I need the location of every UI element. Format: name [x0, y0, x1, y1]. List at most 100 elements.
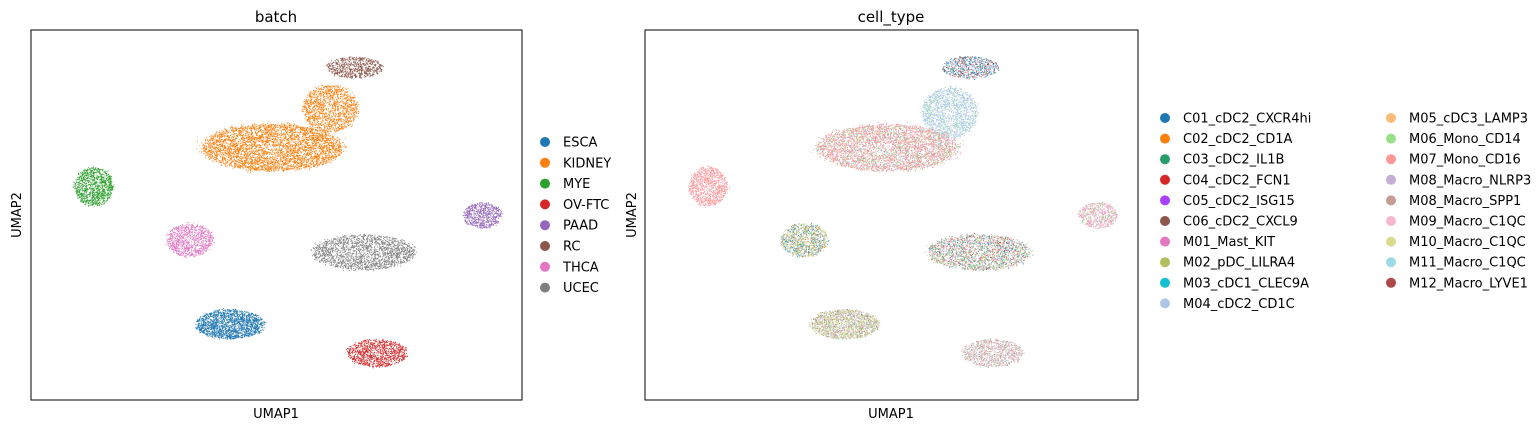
- batch-panel: batch UMAP1 UMAP2 ESCA KIDNEY MYE OV-FTC PAA…: [10, 8, 611, 422]
- points-mye: [72, 166, 115, 208]
- legend-item-c02-cdc2-cd1a: C02_cDC2_CD1A: [1160, 132, 1292, 147]
- legend-label: M11_Macro_C1QC: [1409, 256, 1526, 271]
- legend-label: KIDNEY: [563, 156, 611, 171]
- legend-marker: [540, 241, 550, 251]
- legend-marker: [1160, 236, 1170, 247]
- batch-x-axis-label: UMAP1: [253, 407, 299, 422]
- legend-label: M08_Macro_NLRP3: [1409, 173, 1531, 188]
- legend-label: M05_cDC3_LAMP3: [1409, 112, 1528, 127]
- legend-label: C01_cDC2_CXCR4hi: [1183, 112, 1311, 127]
- legend-item-m10-macro-c1qc: M10_Macro_C1QC: [1386, 235, 1526, 250]
- cell-type-x-axis-label: UMAP1: [868, 407, 914, 422]
- legend-marker: [1160, 154, 1170, 165]
- legend-label: M10_Macro_C1QC: [1409, 235, 1526, 250]
- legend-item-m04-cdc2-cd1c: M04_cDC2_CD1C: [1160, 297, 1295, 312]
- points-thca: [165, 222, 215, 258]
- legend-label: MYE: [563, 177, 590, 192]
- legend-marker: [1386, 133, 1396, 144]
- legend-marker: [1386, 216, 1396, 226]
- legend-item-kidney: KIDNEY: [540, 156, 611, 171]
- legend-label: M06_Mono_CD14: [1409, 132, 1521, 147]
- points-m08-macro-nlrp3: [809, 309, 881, 340]
- legend-item-m06-mono-cd14: M06_Mono_CD14: [1386, 132, 1521, 147]
- points-m10-macro-c1qc: [780, 223, 881, 340]
- points-rc: [325, 56, 384, 79]
- batch-scatter-points: [72, 56, 504, 369]
- legend-label: THCA: [562, 260, 599, 275]
- legend-marker: [540, 137, 550, 147]
- legend-label: M01_Mast_KIT: [1183, 235, 1275, 250]
- cell-type-panel-title: cell_type: [858, 8, 925, 27]
- legend-item-mye: MYE: [540, 177, 590, 192]
- legend-item-esca: ESCA: [540, 136, 598, 151]
- legend-marker: [1386, 154, 1396, 165]
- legend-label: M12_Macro_LYVE1: [1409, 276, 1528, 291]
- batch-panel-title: batch: [255, 8, 297, 26]
- legend-label: RC: [563, 240, 580, 255]
- legend-marker: [1386, 277, 1396, 288]
- legend-item-paad: PAAD: [540, 219, 598, 234]
- legend-label: C06_cDC2_CXCL9: [1183, 215, 1298, 230]
- cell-type-y-axis-label: UMAP2: [625, 192, 640, 238]
- legend-marker: [540, 282, 550, 293]
- legend-label: M08_Macro_SPP1: [1409, 194, 1521, 209]
- legend-item-ucec: UCEC: [540, 281, 599, 296]
- legend-marker: [1160, 216, 1170, 226]
- legend-item-c06-cdc2-cxcl9: C06_cDC2_CXCL9: [1160, 215, 1298, 230]
- legend-marker: [540, 199, 550, 210]
- batch-plot-frame: [30, 29, 523, 401]
- legend-item-m02-pdc-lilra4: M02_pDC_LILRA4: [1160, 256, 1295, 271]
- legend-marker: [1160, 298, 1170, 309]
- legend-label: C03_cDC2_IL1B: [1183, 153, 1284, 168]
- legend-item-c01-cdc2-cxcr4hi: C01_cDC2_CXCR4hi: [1160, 112, 1311, 127]
- legend-marker: [1386, 257, 1396, 268]
- legend-item-rc: RC: [540, 240, 580, 255]
- legend-item-m09-macro-c1qc: M09_Macro_C1QC: [1386, 215, 1526, 230]
- legend-item-m01-mast-kit: M01_Mast_KIT: [1160, 235, 1275, 250]
- legend-label: C05_cDC2_ISG15: [1183, 194, 1295, 209]
- points-esca: [195, 308, 267, 340]
- batch-y-axis-label: UMAP2: [10, 192, 25, 238]
- legend-marker: [1160, 195, 1170, 206]
- legend-item-m05-cdc3-lamp3: M05_cDC3_LAMP3: [1386, 112, 1528, 127]
- legend-label: M04_cDC2_CD1C: [1183, 297, 1295, 312]
- legend-item-m11-macro-c1qc: M11_Macro_C1QC: [1386, 256, 1526, 271]
- points-kidney: [196, 84, 360, 173]
- cell-type-plot-frame: [644, 29, 1139, 401]
- legend-label: OV-FTC: [563, 198, 609, 213]
- legend-marker: [1160, 277, 1170, 288]
- legend-marker: [540, 178, 550, 189]
- legend-label: UCEC: [563, 281, 599, 296]
- cell-type-scatter-points: [688, 56, 1118, 368]
- legend-marker: [1160, 174, 1170, 185]
- legend-item-m12-macro-lyve1: M12_Macro_LYVE1: [1386, 276, 1528, 291]
- legend-marker: [540, 220, 550, 231]
- legend-marker: [1386, 174, 1396, 185]
- legend-marker: [1160, 257, 1170, 268]
- legend-label: ESCA: [563, 136, 598, 151]
- points-m07-mono-cd16: [688, 56, 1114, 228]
- batch-legend: ESCA KIDNEY MYE OV-FTC PAAD RC THCA UCEC: [540, 136, 611, 296]
- legend-item-m07-mono-cd16: M07_Mono_CD16: [1386, 153, 1521, 168]
- legend-item-m08-macro-spp1: M08_Macro_SPP1: [1386, 194, 1521, 209]
- legend-marker: [1386, 195, 1396, 206]
- points-ucec: [310, 233, 418, 272]
- legend-marker: [1160, 113, 1170, 123]
- legend-label: C02_cDC2_CD1A: [1183, 132, 1292, 147]
- points-ov-ftc: [346, 339, 408, 369]
- legend-item-c04-cdc2-fcn1: C04_cDC2_FCN1: [1160, 173, 1291, 188]
- legend-item-thca: THCA: [540, 260, 599, 275]
- legend-item-c03-cdc2-il1b: C03_cDC2_IL1B: [1160, 153, 1284, 168]
- legend-item-c05-cdc2-isg15: C05_cDC2_ISG15: [1160, 194, 1295, 209]
- legend-marker: [540, 261, 550, 272]
- points-paad: [462, 202, 504, 229]
- legend-label: M07_Mono_CD16: [1409, 153, 1521, 168]
- legend-label: M03_cDC1_CLEC9A: [1183, 276, 1309, 291]
- legend-marker: [1160, 133, 1170, 144]
- legend-item-m03-cdc1-clec9a: M03_cDC1_CLEC9A: [1160, 276, 1309, 291]
- legend-label: C04_cDC2_FCN1: [1183, 173, 1291, 188]
- legend-label: PAAD: [563, 219, 598, 234]
- legend-item-ov-ftc: OV-FTC: [540, 198, 609, 213]
- legend-marker: [540, 157, 550, 168]
